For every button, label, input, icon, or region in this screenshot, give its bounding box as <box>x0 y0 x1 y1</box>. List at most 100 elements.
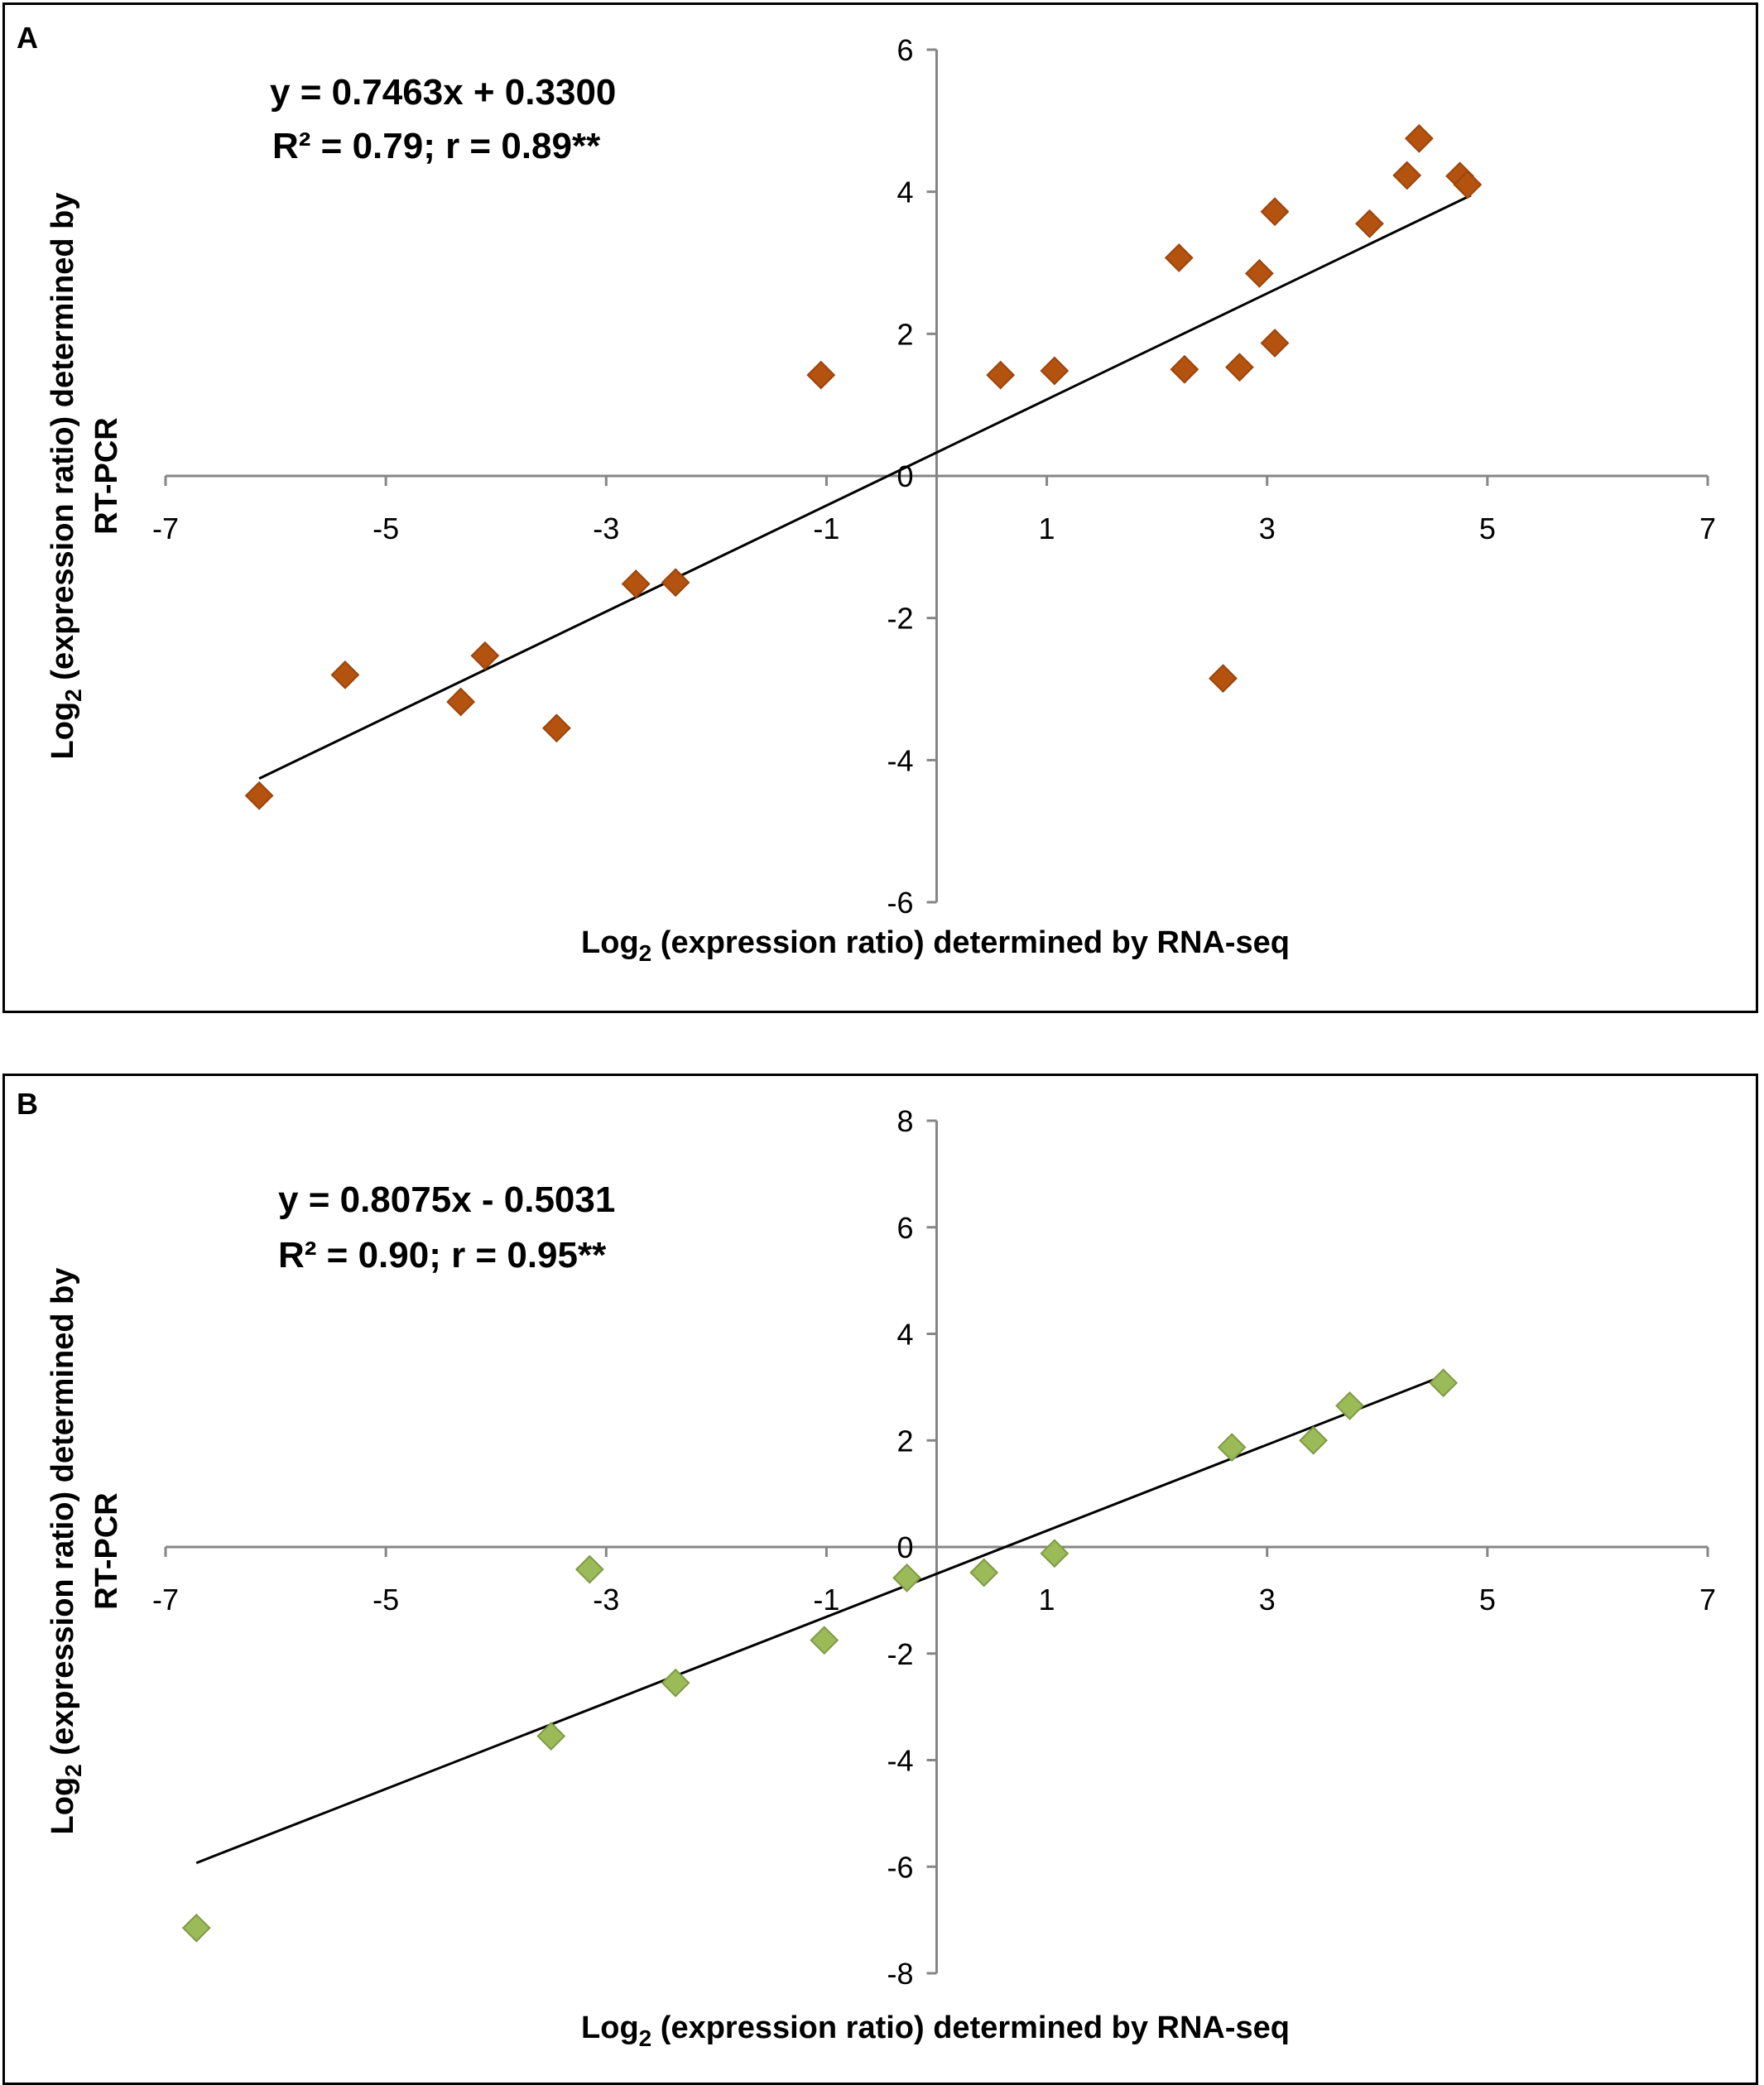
y-axis-label-line2: RT-PCR <box>89 1492 124 1609</box>
y-tick-label: 0 <box>896 1530 913 1564</box>
x-axis-label-log: Log <box>581 2011 639 2045</box>
trendline <box>195 1374 1444 1865</box>
equation-text: y = 0.8075x - 0.5031 <box>278 1179 615 1220</box>
panel-label: B <box>17 1087 38 1121</box>
data-point <box>1453 170 1483 199</box>
y-axis-label-sub: 2 <box>60 689 86 702</box>
x-tick-label: 7 <box>1699 512 1716 545</box>
y-tick-label: 4 <box>896 175 913 209</box>
data-point <box>536 1722 566 1751</box>
x-tick-label: -1 <box>813 512 839 545</box>
x-axis-label-mid: (expression ratio) <box>651 2011 924 2045</box>
data-point <box>181 1913 211 1943</box>
y-tick-label: 8 <box>896 1104 913 1138</box>
y-axis-label-rest: (expression ratio) determined by <box>46 1268 80 1765</box>
x-tick-label: 1 <box>1039 512 1055 545</box>
x-tick-label: 7 <box>1699 1583 1716 1617</box>
x-tick-label: -3 <box>593 512 619 545</box>
data-point <box>1040 356 1069 386</box>
data-point <box>541 713 571 743</box>
data-point <box>1335 1391 1364 1420</box>
y-tick-label: -8 <box>887 1957 913 1991</box>
x-axis-label-mid: (expression ratio) <box>651 925 924 960</box>
data-point <box>1225 353 1254 382</box>
panel-a: A -7 -5 -3 -1 1 3 5 7 -6 -4 -2 0 2 4 6 y = 0.7463x + 0.3… <box>2 2 1758 1013</box>
y-tick-label: 0 <box>896 459 913 493</box>
y-tick-label: -2 <box>887 1637 913 1671</box>
data-point <box>806 360 836 390</box>
data-point <box>1355 209 1384 238</box>
r-squared-text: R² = 0.79; r = 0.89** <box>272 126 601 166</box>
x-tick-label: -7 <box>152 1583 179 1617</box>
data-point <box>1392 161 1422 190</box>
y-axis-label-rest: (expression ratio) determined by <box>46 193 80 689</box>
data-point <box>330 660 360 689</box>
y-tick-label: -6 <box>887 1850 913 1884</box>
data-point <box>810 1626 839 1655</box>
y-tick-label: 4 <box>896 1318 913 1352</box>
data-point <box>661 1668 690 1698</box>
x-axis-label-log: Log <box>581 925 639 960</box>
data-point <box>574 1554 604 1584</box>
x-axis-label-sub: 2 <box>639 2025 652 2051</box>
y-tick-label: -4 <box>887 743 913 777</box>
trendline <box>258 194 1472 780</box>
data-point <box>470 641 500 670</box>
x-tick-label: 3 <box>1259 1583 1276 1617</box>
data-point <box>621 569 651 598</box>
x-tick-label: -3 <box>593 1583 619 1617</box>
data-point <box>1404 123 1434 153</box>
data-point <box>1299 1425 1329 1455</box>
data-point <box>892 1563 921 1593</box>
data-point <box>1260 197 1290 227</box>
scatter-chart-a: A -7 -5 -3 -1 1 3 5 7 -6 -4 -2 0 2 4 6 y = 0.7463x + 0.3… <box>17 21 1716 966</box>
x-tick-label: -5 <box>373 512 399 545</box>
data-point <box>969 1558 999 1588</box>
scatter-chart-b: B -7 -5 -3 -1 1 3 5 7 -8 -6 -4 -2 0 2 4 6 8 y = 0.8075x - … <box>17 1087 1716 2051</box>
x-axis-label-tail: determined by RNA-seq <box>933 2011 1290 2045</box>
data-point <box>446 687 476 717</box>
y-axis-label: Log2 (expression ratio) determined by RT-… <box>46 193 124 760</box>
x-tick-label: 5 <box>1479 512 1496 545</box>
y-tick-label: 2 <box>896 317 913 351</box>
data-point <box>661 568 690 598</box>
y-axis-label-line2: RT-PCR <box>89 417 124 534</box>
y-tick-label: 2 <box>896 1424 913 1458</box>
equation-text: y = 0.7463x + 0.3300 <box>270 72 616 113</box>
y-axis-label-line1: Log2 (expression ratio) determined by <box>46 1268 86 1835</box>
data-point <box>1429 1368 1459 1398</box>
x-axis-label: Log2 (expression ratio) determined by RN… <box>581 2011 1290 2051</box>
x-tick-label: -1 <box>813 1583 839 1617</box>
data-point <box>1217 1433 1247 1463</box>
y-axis-label: Log2 (expression ratio) determined by RT-… <box>46 1268 124 1835</box>
x-axis-label-tail: determined by RNA-seq <box>933 925 1290 960</box>
y-tick-label: -4 <box>887 1744 913 1778</box>
x-axis-label-sub: 2 <box>639 940 652 966</box>
x-tick-label: 5 <box>1479 1583 1496 1617</box>
x-axis-label-rest <box>925 2011 934 2045</box>
x-tick-label: -7 <box>152 512 179 545</box>
panel-label: A <box>17 21 38 55</box>
x-axis-label-rest <box>925 925 934 960</box>
r-squared-text: R² = 0.90; r = 0.95** <box>278 1235 607 1276</box>
data-point <box>244 781 274 810</box>
y-axis-label-log: Log <box>46 702 80 760</box>
panel-b: B -7 -5 -3 -1 1 3 5 7 -8 -6 -4 -2 0 2 4 6 8 y = 0.8075x - … <box>2 1074 1758 2085</box>
data-point <box>1209 664 1238 694</box>
y-axis-label-line1: Log2 (expression ratio) determined by <box>46 193 86 760</box>
x-tick-label: -5 <box>373 1583 399 1617</box>
y-axis-label-sub: 2 <box>60 1764 86 1777</box>
x-tick-label: 3 <box>1259 512 1276 545</box>
data-point <box>986 360 1016 390</box>
data-point <box>1244 258 1274 288</box>
y-tick-label: 6 <box>896 1211 913 1245</box>
y-tick-label: 6 <box>896 33 913 67</box>
x-axis-label: Log2 (expression ratio) determined by RN… <box>581 925 1290 966</box>
data-point <box>1040 1539 1069 1569</box>
y-tick-label: -6 <box>887 886 913 920</box>
y-axis-label-log: Log <box>46 1777 80 1835</box>
x-tick-label: 1 <box>1039 1583 1055 1617</box>
y-tick-label: -2 <box>887 602 913 636</box>
data-point <box>1164 243 1194 272</box>
data-point <box>1260 329 1290 358</box>
